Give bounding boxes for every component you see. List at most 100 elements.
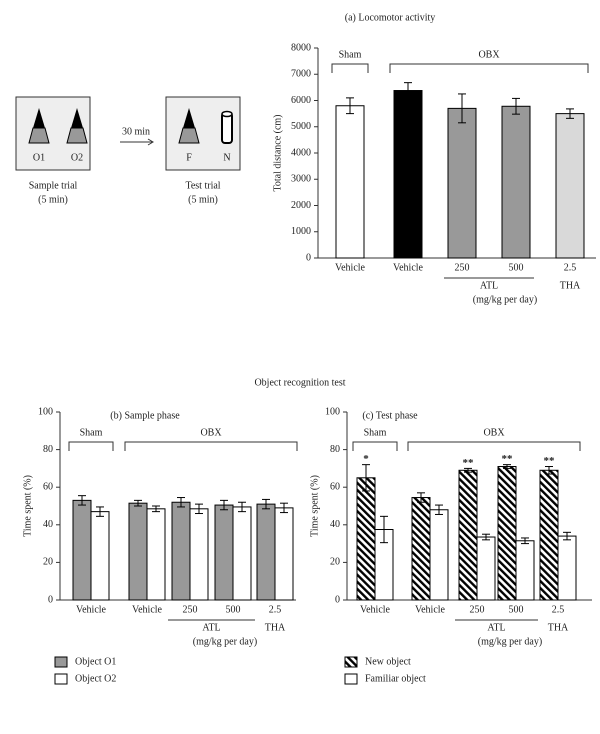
y-tick-label: 20 bbox=[330, 557, 340, 568]
y-tick-label: 40 bbox=[43, 519, 53, 530]
unit-label: (mg/kg per day) bbox=[193, 636, 257, 647]
group-label: OBX bbox=[483, 427, 505, 438]
legend-label: New object bbox=[365, 656, 411, 667]
object-label: O1 bbox=[33, 152, 45, 163]
x-tick-label: Vehicle bbox=[415, 604, 446, 615]
subgroup-label: THA bbox=[265, 622, 286, 633]
subgroup-label: THA bbox=[560, 280, 581, 291]
y-axis-label: Total distance (cm) bbox=[272, 114, 283, 191]
bar bbox=[128, 502, 148, 601]
y-tick-label: 1000 bbox=[291, 226, 311, 237]
x-tick-label: 250 bbox=[470, 604, 485, 615]
x-tick-label: Vehicle bbox=[360, 604, 391, 615]
x-tick-label: 2.5 bbox=[564, 262, 577, 273]
bar bbox=[458, 469, 478, 601]
group-bracket bbox=[331, 63, 369, 73]
object-bottom bbox=[28, 127, 50, 144]
box-duration: (5 min) bbox=[188, 194, 218, 205]
group-label: OBX bbox=[200, 427, 222, 438]
x-tick-label: 250 bbox=[455, 262, 470, 273]
x-tick-label: 2.5 bbox=[552, 604, 565, 615]
x-tick-label: Vehicle bbox=[132, 604, 163, 615]
bar bbox=[90, 511, 110, 601]
x-tick-label: 2.5 bbox=[269, 604, 282, 615]
bar bbox=[429, 509, 449, 601]
y-tick-label: 4000 bbox=[291, 147, 311, 158]
y-tick-label: 2000 bbox=[291, 200, 311, 211]
subgroup-label: ATL bbox=[480, 280, 498, 291]
bar bbox=[539, 469, 559, 601]
y-tick-label: 8000 bbox=[291, 42, 311, 53]
bar bbox=[232, 506, 252, 601]
legend-label: Object O1 bbox=[75, 656, 116, 667]
bar bbox=[214, 504, 234, 601]
y-tick-label: 60 bbox=[43, 481, 53, 492]
bar bbox=[189, 508, 209, 601]
y-tick-label: 20 bbox=[43, 557, 53, 568]
novel-object bbox=[221, 112, 233, 144]
y-tick-label: 60 bbox=[330, 481, 340, 492]
group-label: Sham bbox=[364, 427, 387, 438]
object-top bbox=[33, 108, 45, 128]
x-tick-label: 500 bbox=[509, 262, 524, 273]
bar bbox=[393, 90, 423, 259]
bar bbox=[501, 105, 531, 259]
y-tick-label: 40 bbox=[330, 519, 340, 530]
object-label: F bbox=[186, 152, 192, 163]
legend-label: Familiar object bbox=[365, 673, 426, 684]
group-bracket bbox=[407, 441, 581, 451]
bar bbox=[447, 107, 477, 259]
y-tick-label: 0 bbox=[306, 252, 311, 263]
protocol-diagram: O1 O2 Sample trial (5 min) 30 min F N Te… bbox=[15, 96, 241, 205]
y-tick-label: 7000 bbox=[291, 69, 311, 80]
y-tick-label: 6000 bbox=[291, 95, 311, 106]
chart-title: (a) Locomotor activity bbox=[345, 12, 436, 23]
bar bbox=[476, 536, 496, 601]
bar bbox=[555, 113, 585, 259]
subgroup-label: ATL bbox=[202, 622, 220, 633]
y-tick-label: 80 bbox=[43, 444, 53, 455]
group-bracket bbox=[352, 441, 398, 451]
y-tick-label: 3000 bbox=[291, 174, 311, 185]
y-tick-label: 100 bbox=[325, 406, 340, 417]
bar bbox=[335, 105, 365, 259]
bar bbox=[72, 499, 92, 601]
box-title: Test trial bbox=[185, 180, 220, 191]
x-tick-label: Vehicle bbox=[393, 262, 424, 273]
group-label: Sham bbox=[80, 427, 103, 438]
significance-label: ** bbox=[544, 455, 556, 467]
unit-label: (mg/kg per day) bbox=[473, 294, 537, 305]
significance-label: ** bbox=[502, 453, 514, 465]
object-label: O2 bbox=[71, 152, 83, 163]
legend-label: Object O2 bbox=[75, 673, 116, 684]
object-top bbox=[71, 108, 83, 128]
bar bbox=[557, 535, 577, 601]
y-tick-label: 80 bbox=[330, 444, 340, 455]
y-tick-label: 0 bbox=[335, 594, 340, 605]
y-axis-label: Time spent (%) bbox=[22, 475, 33, 537]
chart-title: (b) Sample phase bbox=[110, 410, 180, 421]
group-bracket bbox=[68, 441, 114, 451]
novel-object-top bbox=[221, 110, 233, 118]
y-tick-label: 0 bbox=[48, 594, 53, 605]
significance-label: ** bbox=[463, 457, 475, 469]
subgroup-label: ATL bbox=[487, 622, 505, 633]
legend-swatch bbox=[344, 656, 358, 668]
y-tick-label: 5000 bbox=[291, 121, 311, 132]
object-bottom bbox=[178, 127, 200, 144]
y-tick-label: 100 bbox=[38, 406, 53, 417]
group-bracket bbox=[124, 441, 298, 451]
bar bbox=[256, 503, 276, 601]
significance-label: * bbox=[363, 453, 369, 465]
legend-swatch bbox=[344, 673, 358, 685]
group-label: OBX bbox=[478, 49, 500, 60]
group-label: Sham bbox=[339, 49, 362, 60]
bar bbox=[356, 477, 376, 601]
x-tick-label: 500 bbox=[226, 604, 241, 615]
group-bracket bbox=[389, 63, 589, 73]
figure-title: Object recognition test bbox=[254, 377, 345, 388]
legend-swatch bbox=[54, 673, 68, 685]
object-label: N bbox=[223, 152, 230, 163]
arrow-head bbox=[147, 138, 154, 146]
